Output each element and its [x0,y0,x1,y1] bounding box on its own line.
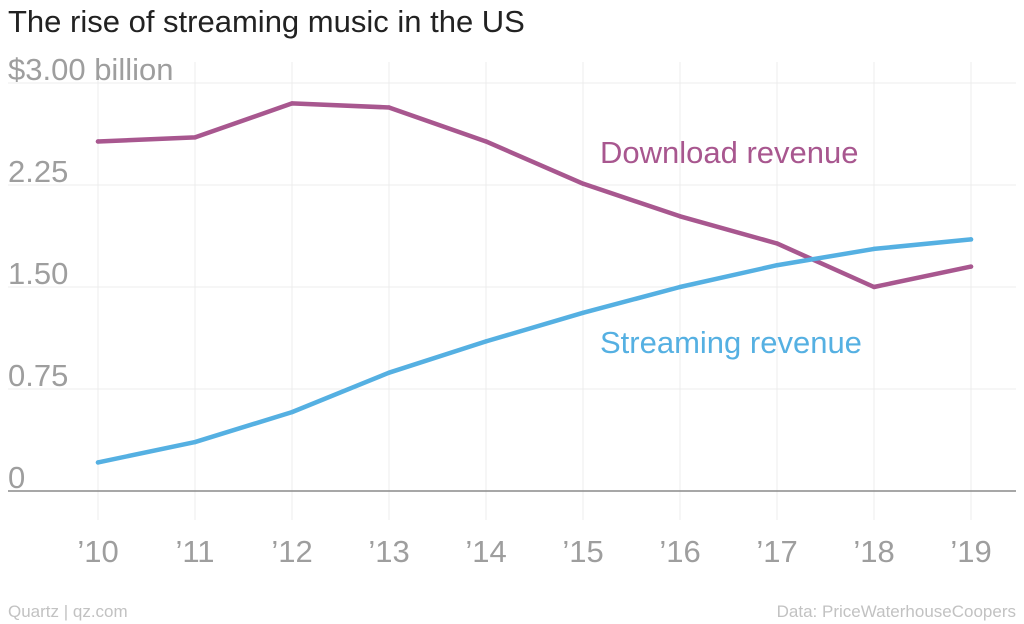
download-revenue-line [95,101,974,290]
download-revenue-point [774,241,780,246]
streaming-revenue-point [871,246,877,252]
streaming-revenue-point [677,284,683,290]
streaming-revenue-line [95,237,974,465]
y-tick-label: 1.50 [8,256,68,291]
x-tick-label: ’12 [271,534,312,569]
streaming-revenue-point [580,310,586,316]
streaming-revenue-label: Streaming revenue [600,325,862,360]
streaming-revenue-point [386,370,392,375]
y-tick-label: 0 [8,460,25,495]
series-lines [95,101,974,465]
streaming-revenue-point [289,409,295,415]
y-tick-label: 0.75 [8,358,68,393]
download-revenue-point [871,284,877,290]
chart-title: The rise of streaming music in the US [8,4,525,39]
x-tick-label: ’10 [77,534,118,569]
x-tick-label: ’13 [368,534,409,569]
streaming-revenue-point [95,460,101,465]
download-revenue-point [580,181,586,186]
download-revenue-point [95,139,101,144]
download-revenue-point [289,101,295,106]
y-tick-label: $3.00 billion [8,52,173,87]
y-tick-labels: $3.00 billion 2.25 1.50 0.75 0 [8,52,173,495]
x-tick-label: ’17 [756,534,797,569]
x-tick-label: ’15 [562,534,603,569]
y-tick-label: 2.25 [8,154,68,189]
streaming-revenue-point [968,237,974,242]
x-tick-label: ’16 [659,534,700,569]
data-credit: Data: PriceWaterhouseCoopers [776,602,1016,621]
x-tick-label: ’11 [175,534,214,569]
x-gridlines [97,62,972,520]
download-revenue-point [968,264,974,269]
y-gridlines [8,82,1016,390]
download-revenue-point [677,214,683,219]
x-tick-label: ’14 [465,534,506,569]
x-tick-labels: ’10 ’11 ’12 ’13 ’14 ’15 ’16 ’17 ’18 ’19 [77,534,991,569]
streaming-revenue-point [774,263,780,268]
source-credit: Quartz | qz.com [8,602,128,621]
download-revenue-point [483,139,489,144]
download-revenue-point [386,105,392,110]
streaming-revenue-point [192,439,198,445]
x-tick-label: ’19 [950,534,991,569]
streaming-revenue-point [483,339,489,344]
download-revenue-point [192,135,198,140]
download-revenue-label: Download revenue [600,135,859,170]
x-tick-label: ’18 [853,534,894,569]
